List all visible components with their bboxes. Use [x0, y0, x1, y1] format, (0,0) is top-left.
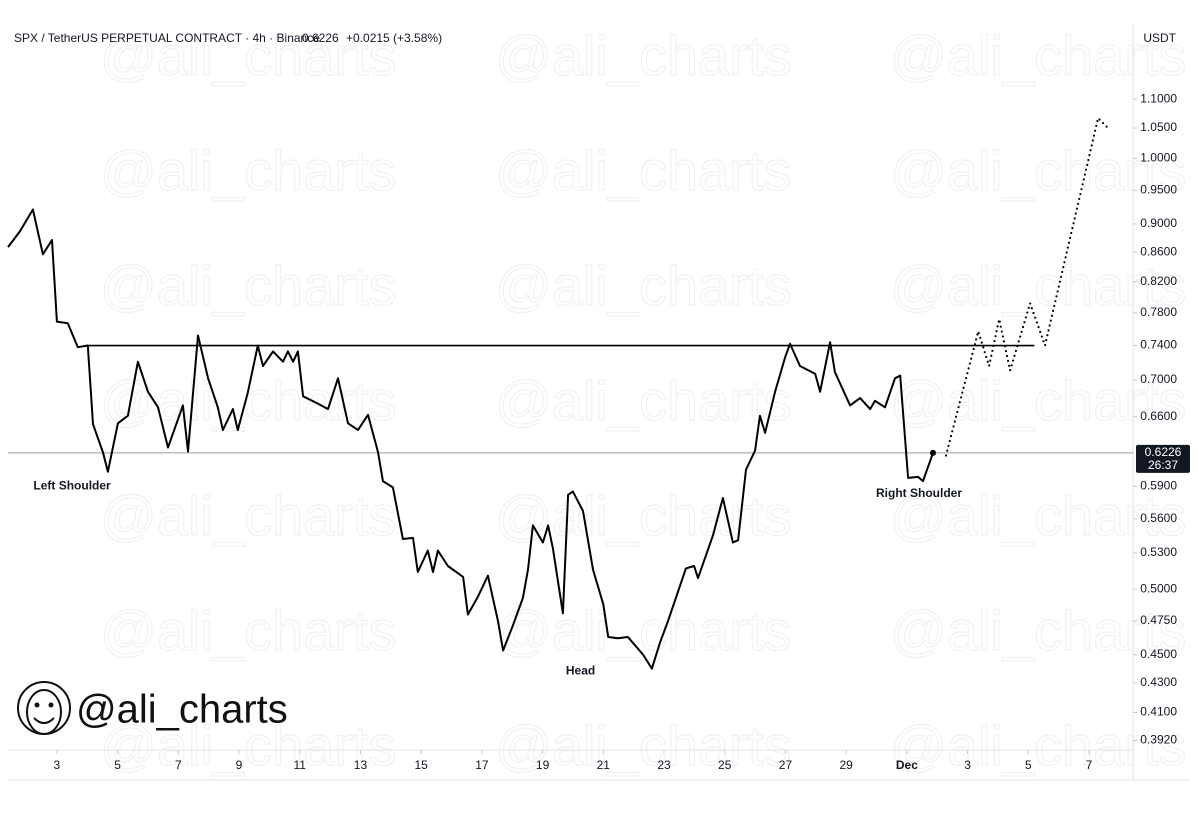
x-tick-label: 21 [597, 758, 611, 772]
y-tick-label: 0.5600 [1140, 511, 1177, 525]
x-tick-label: 25 [718, 758, 732, 772]
watermark: @ali_charts [890, 369, 1187, 432]
annotation: Head [566, 664, 595, 678]
currency: USDT [1143, 31, 1176, 45]
y-tick-label: 0.8600 [1140, 244, 1177, 258]
y-tick-label: 0.7800 [1140, 305, 1177, 319]
x-tick-label: 7 [1086, 758, 1093, 772]
watermarks: @ali_charts @ali_charts @ali_charts @ali_ch… [99, 23, 1187, 777]
y-tick-label: 0.7000 [1140, 372, 1177, 386]
watermark: @ali_charts [100, 484, 397, 547]
watermark: @ali_charts [100, 24, 397, 87]
y-tick-label: 1.0000 [1140, 151, 1177, 165]
y-tick-label: 0.4100 [1140, 705, 1177, 719]
price-tag-countdown: 26:37 [1148, 458, 1178, 472]
y-tick-label: 0.7400 [1140, 338, 1177, 352]
x-tick-label: 11 [293, 758, 306, 772]
x-tick-label: 29 [839, 758, 853, 772]
watermark: @ali_charts [100, 599, 397, 662]
y-tick-label: 0.5900 [1140, 478, 1177, 492]
logo: @ali_charts [17, 681, 288, 735]
watermark: @ali_charts [890, 139, 1187, 202]
header-change: +0.0215 (+3.58%) [346, 31, 442, 45]
y-tick-label: 0.5300 [1140, 545, 1177, 559]
price-tag-value: 0.6226 [1145, 445, 1182, 459]
x-tick-label: 23 [657, 758, 671, 772]
watermark: @ali_charts [100, 369, 397, 432]
y-tick-label: 0.3920 [1140, 733, 1177, 747]
price-line [7, 208, 934, 670]
symbol: SPX / TetherUS PERPETUAL CONTRACT · 4h ·… [14, 31, 320, 45]
x-tick-label: 3 [964, 758, 971, 772]
watermark: @ali_charts [100, 254, 397, 317]
x-tick-label: 17 [475, 758, 489, 772]
x-tick-label: 13 [354, 758, 368, 772]
watermark: @ali_charts [890, 484, 1187, 547]
annotation: Left Shoulder [33, 478, 111, 492]
header-price: 0.6226 [302, 31, 339, 45]
y-tick-label: 0.5000 [1140, 581, 1177, 595]
watermark: @ali_charts [100, 139, 397, 202]
x-tick-label: 5 [114, 758, 121, 772]
y-tick-label: 0.4500 [1140, 647, 1177, 661]
annotation: Right Shoulder [876, 486, 962, 500]
watermark: @ali_charts [890, 24, 1187, 87]
logo-text: @ali_charts [76, 688, 288, 732]
y-tick-label: 0.9500 [1140, 182, 1177, 196]
y-tick-label: 1.0500 [1140, 120, 1177, 134]
y-tick-label: 0.6600 [1140, 409, 1177, 423]
price-tag [1136, 444, 1190, 473]
watermark: @ali_charts [890, 254, 1187, 317]
x-tick-label: Dec [896, 758, 918, 772]
watermark: @ali_charts [890, 714, 1187, 777]
x-tick-label: 7 [175, 758, 182, 772]
last-point [929, 449, 936, 456]
watermark: @ali_charts [495, 254, 792, 317]
x-tick-label: 27 [779, 758, 793, 772]
x-tick-label: 9 [236, 758, 243, 772]
watermark: @ali_charts [890, 599, 1187, 662]
y-tick-label: 1.1000 [1140, 91, 1177, 105]
y-tick-label: 0.4750 [1140, 613, 1177, 627]
watermark: @ali_charts [100, 714, 397, 777]
x-tick-label: 15 [414, 758, 428, 772]
projection-line [944, 117, 1110, 457]
watermark: @ali_charts [495, 139, 792, 202]
x-tick-label: 19 [536, 758, 550, 772]
y-tick-label: 0.8200 [1140, 274, 1177, 288]
watermark: @ali_charts [495, 24, 792, 87]
watermark: @ali_charts [495, 369, 792, 432]
x-tick-label: 3 [54, 758, 61, 772]
y-tick-label: 0.9000 [1140, 216, 1177, 230]
x-tick-label: 5 [1025, 758, 1032, 772]
watermark: @ali_charts [495, 599, 792, 662]
y-tick-label: 0.4300 [1140, 675, 1177, 689]
watermark: @ali_charts [495, 714, 792, 777]
